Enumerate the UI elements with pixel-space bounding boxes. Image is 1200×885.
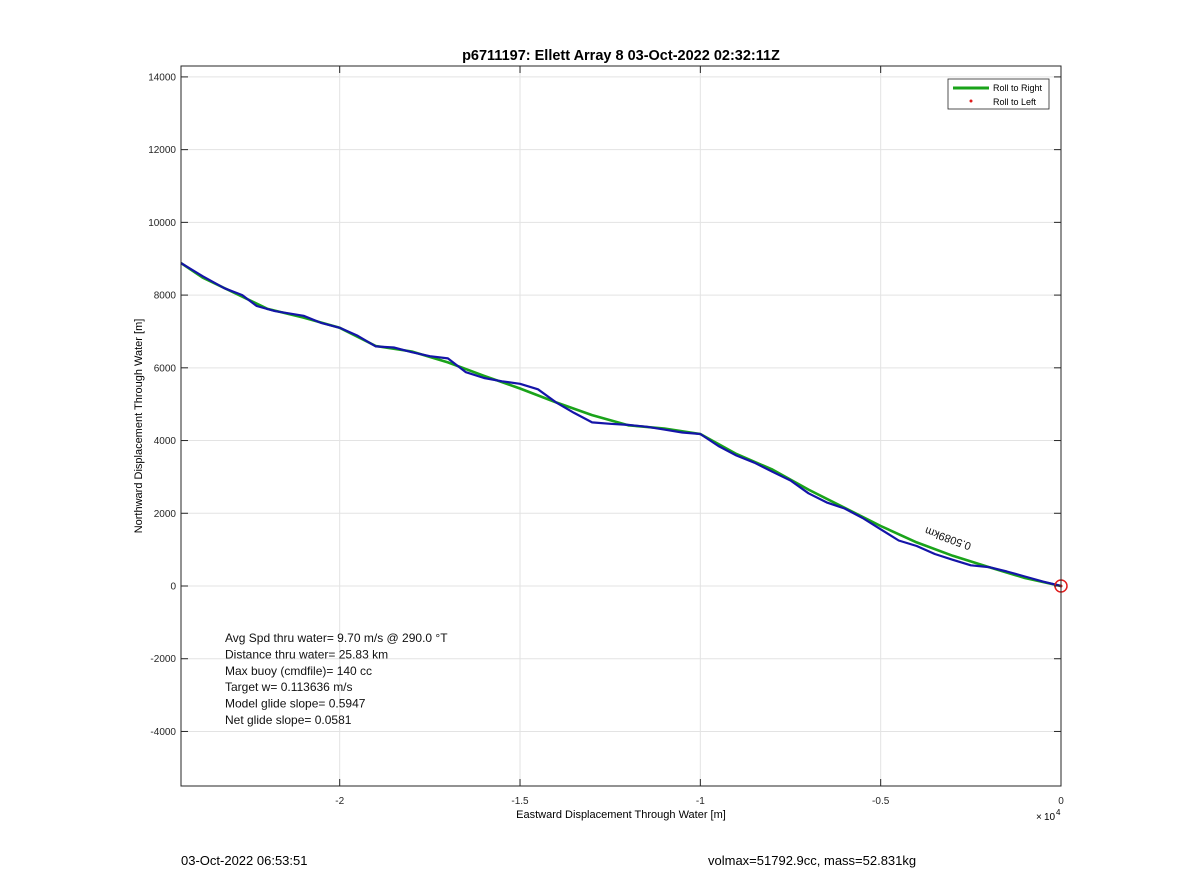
- stats-line: Max buoy (cmdfile)= 140 cc: [225, 664, 372, 678]
- x-tick-label: -2: [335, 796, 344, 807]
- x-tick-label: -0.5: [872, 796, 890, 807]
- x-exponent-base: 10: [1044, 812, 1056, 823]
- stats-line: Model glide slope= 0.5947: [225, 697, 366, 711]
- x-exponent-power: 4: [1056, 808, 1061, 817]
- x-tick-label: -1.5: [511, 796, 529, 807]
- y-tick-label: -4000: [150, 727, 176, 738]
- y-tick-label: 12000: [148, 145, 176, 156]
- y-tick-label: 4000: [154, 436, 177, 447]
- footer-mass-info: volmax=51792.9cc, mass=52.831kg: [708, 853, 917, 868]
- stats-line: Distance thru water= 25.83 km: [225, 647, 388, 661]
- series-lines: [180, 262, 1062, 588]
- y-tick-label: 0: [170, 582, 176, 593]
- legend-label-roll-left: Roll to Left: [993, 97, 1037, 107]
- stats-line: Avg Spd thru water= 9.70 m/s @ 290.0 °T: [225, 631, 448, 645]
- y-axis-label: Northward Displacement Through Water [m]: [133, 319, 145, 534]
- axis-ticks: -2 -1.5 -1 -0.5 0 -4000 -2000 0 2000 4000 6000 8000…: [148, 66, 1064, 807]
- stats-text-block: Avg Spd thru water= 9.70 m/s @ 290.0 °T D…: [225, 631, 448, 727]
- chart-title: p6711197: Ellett Array 8 03-Oct-2022 02:…: [462, 48, 780, 64]
- legend-box: [947, 78, 1050, 110]
- x-tick-label: -1: [696, 796, 705, 807]
- grid-lines: [181, 66, 1062, 786]
- legend-label-roll-right: Roll to Right: [993, 83, 1043, 93]
- x-axis-exponent: × 10 4: [1036, 808, 1061, 823]
- series-line-1: [180, 262, 1062, 588]
- x-exponent-multiplier: ×: [1036, 812, 1042, 823]
- glider-track-chart: 0.5089km -2 -1.5 -1 -0.5 0-4000-200002000400…: [133, 48, 1068, 823]
- x-tick-label: 0: [1058, 796, 1064, 807]
- legend: Roll to Right Roll to Left: [947, 78, 1050, 110]
- y-tick-label: 10000: [148, 218, 176, 229]
- y-tick-label: 2000: [154, 509, 177, 520]
- y-tick-label: 6000: [154, 363, 177, 374]
- stats-line: Target w= 0.113636 m/s: [225, 680, 353, 694]
- y-tick-label: -2000: [150, 654, 176, 665]
- footer-timestamp: 03-Oct-2022 06:53:51: [181, 853, 308, 868]
- y-tick-label: 14000: [148, 72, 176, 83]
- stats-line: Net glide slope= 0.0581: [225, 713, 352, 727]
- axes-box: [180, 65, 1062, 787]
- x-axis-label: Eastward Displacement Through Water [m]: [516, 809, 726, 821]
- y-tick-label: 8000: [154, 291, 177, 302]
- legend-swatch-roll-left: [969, 99, 973, 103]
